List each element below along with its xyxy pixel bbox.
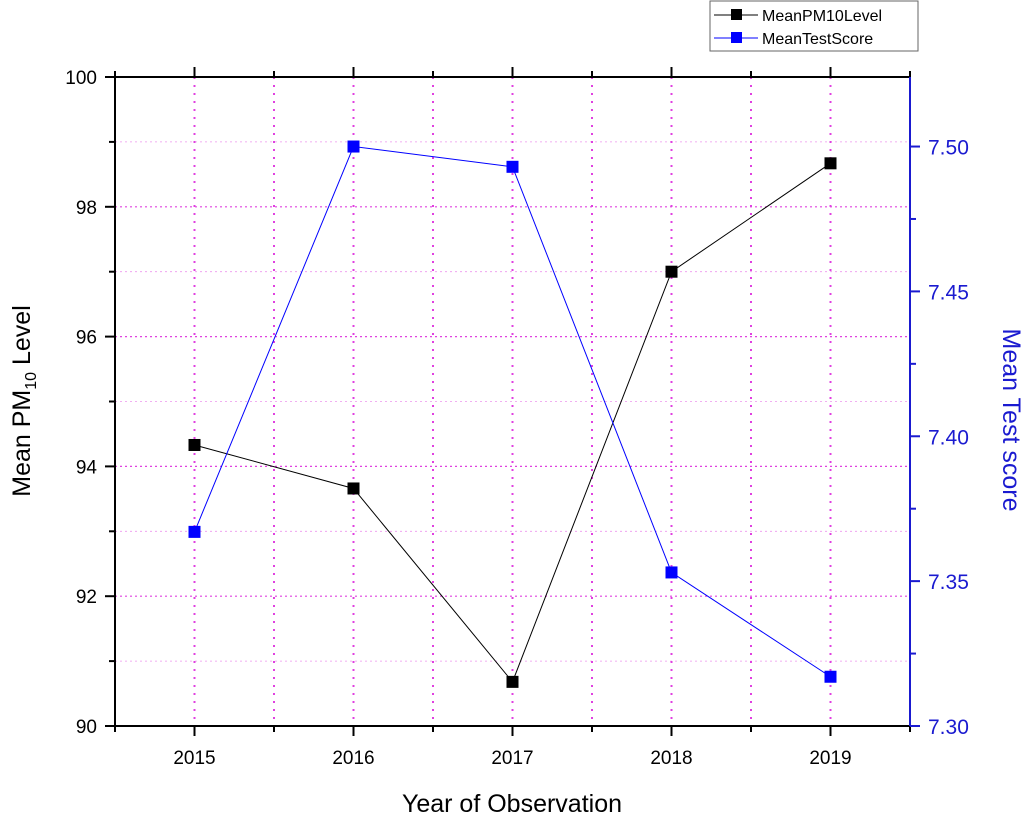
x-tick-label: 2017 (491, 748, 533, 769)
series (188, 140, 837, 688)
y-left-tick-label: 100 (65, 68, 97, 89)
y-left-tick-label: 98 (76, 198, 97, 219)
data-point-MeanTestScore (665, 566, 678, 579)
y-right-tick-label: 7.40 (928, 426, 969, 449)
data-point-MeanTestScore (188, 525, 201, 538)
legend-marker-pm10 (731, 9, 742, 20)
data-point-MeanPM10Level (347, 482, 360, 495)
legend-label-pm10: MeanPM10Level (762, 8, 882, 25)
data-point-MeanPM10Level (506, 675, 519, 688)
legend-marker-testscore (731, 32, 742, 43)
x-tick-label: 2016 (332, 748, 374, 769)
y-left-tick-label: 90 (76, 717, 97, 738)
data-point-MeanPM10Level (665, 265, 678, 278)
data-point-MeanTestScore (347, 140, 360, 153)
data-point-MeanTestScore (506, 160, 519, 173)
data-point-MeanPM10Level (188, 438, 201, 451)
y-axis-left-label: Mean PM10 Level (8, 305, 40, 497)
x-tick-label: 2018 (650, 748, 692, 769)
y-right-tick-label: 7.30 (928, 716, 969, 739)
y-axis-right-label: Mean Test score (997, 329, 1023, 512)
x-tick-label: 2019 (809, 748, 851, 769)
y-left-tick-label: 96 (76, 328, 97, 349)
legend: MeanPM10Level MeanTestScore (709, 0, 919, 52)
data-point-MeanTestScore (824, 670, 837, 683)
y-left-tick-label: 92 (76, 587, 97, 608)
axes: 2015 2016 2017 2018 2019 90 92 94 96 98 100 7.30 7.3… (65, 67, 969, 769)
grid (115, 77, 910, 726)
y-right-tick-label: 7.45 (928, 281, 969, 304)
y-right-tick-label: 7.50 (928, 137, 969, 160)
legend-label-testscore: MeanTestScore (762, 31, 873, 48)
x-tick-label: 2015 (173, 748, 215, 769)
y-right-tick-label: 7.35 (928, 571, 969, 594)
y-left-tick-label: 94 (76, 457, 98, 478)
x-axis-label: Year of Observation (402, 790, 622, 816)
data-point-MeanPM10Level (824, 157, 837, 170)
